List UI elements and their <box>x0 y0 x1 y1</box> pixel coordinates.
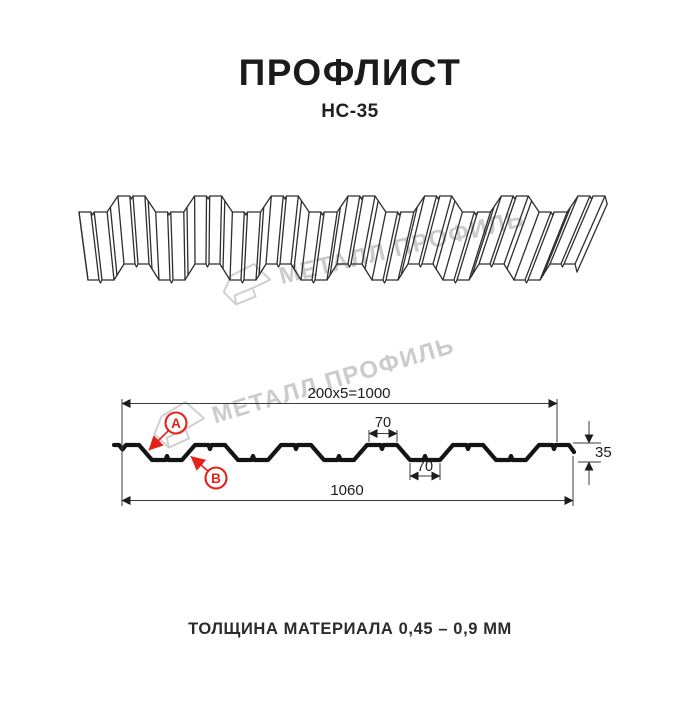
sheet-edge-line <box>277 196 283 264</box>
sheet-edge-line <box>528 212 554 280</box>
dimension-rib-top-width: 70 <box>375 415 391 431</box>
sheet-edge-line <box>209 196 210 264</box>
sheet-edge-line <box>168 212 170 280</box>
cross-section-view: 200x5=1000 1060 70 70 35 А В <box>114 385 612 506</box>
sheet-edge-line <box>543 208 570 276</box>
callout-b-label: В <box>211 471 221 486</box>
callout-a-label: А <box>171 416 181 431</box>
sheet-edge-line <box>118 196 124 264</box>
sheet-edge-line <box>79 212 88 280</box>
sheet-edge-line <box>156 212 159 280</box>
sheet-edge-line <box>291 196 298 264</box>
profile-model-name: НС-35 <box>0 101 700 123</box>
dimension-overall-width: 1060 <box>330 482 363 499</box>
sheet-edge-line <box>206 196 207 264</box>
sheet-edge-line <box>540 212 567 280</box>
watermark-logo-bottom: МЕТАЛЛ ПРОФИЛЬ <box>148 324 459 450</box>
sheet-edge-line <box>244 212 248 280</box>
material-thickness-caption: ТОЛЩИНА МАТЕРИАЛА 0,45 – 0,9 ММ <box>0 620 700 639</box>
sheet-edge-line <box>187 208 188 276</box>
sheet-edge-line <box>107 212 114 280</box>
sheet-edge-line <box>223 201 225 269</box>
sheet-edge-line <box>266 196 271 264</box>
callout-b: В <box>191 457 227 489</box>
page-title: ПРОФЛИСТ <box>0 52 700 94</box>
sheet-edge-line <box>564 196 593 264</box>
sheet-edge-line <box>550 196 578 264</box>
sheet-edge-line <box>171 212 173 280</box>
cross-section-profile-line <box>114 445 574 460</box>
sheet-edge-line <box>280 196 286 264</box>
sheet-edge-line <box>184 212 185 280</box>
dimension-profile-height: 35 <box>595 444 612 461</box>
sheet-edge-line <box>575 196 605 264</box>
dimension-rib-bottom-width: 70 <box>417 459 433 475</box>
sheet-edge-line <box>220 196 222 264</box>
dimension-top-width: 200x5=1000 <box>308 385 391 402</box>
sheet-edge-line <box>230 212 232 280</box>
sheet-edge-line <box>110 208 117 276</box>
watermark-text-bottom: МЕТАЛЛ ПРОФИЛЬ <box>209 332 458 429</box>
